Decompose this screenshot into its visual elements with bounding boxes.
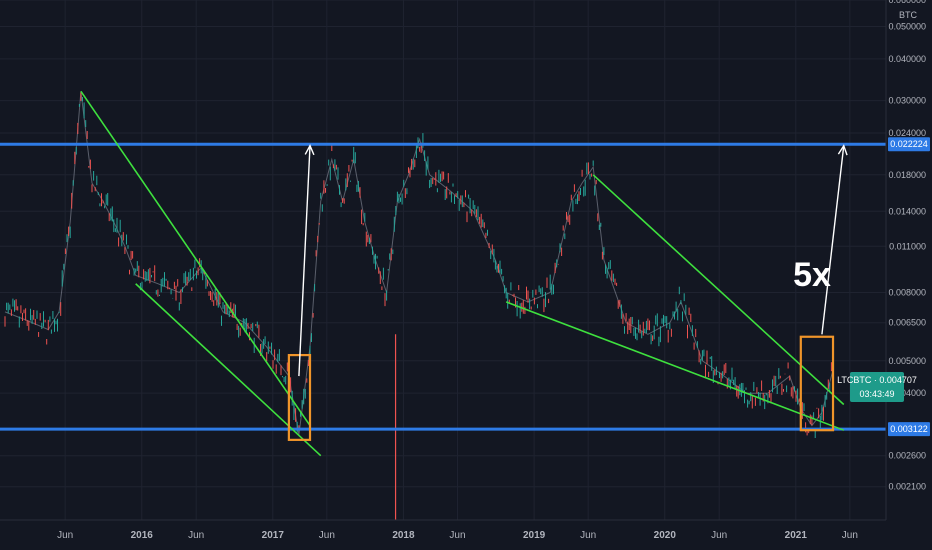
x-tick-label: Jun: [319, 530, 335, 541]
x-tick-label: 2018: [392, 530, 415, 541]
y-tick-label: 0.018000: [888, 170, 926, 180]
level-tag-bg: [888, 137, 930, 152]
y-tick-label: 0.006500: [888, 318, 926, 328]
x-tick-label: Jun: [57, 530, 73, 541]
x-tick-label: 2021: [785, 530, 808, 541]
horizontal-levels: [0, 142, 886, 431]
price-tag-timer: 03:43:49: [859, 389, 894, 399]
trendlines: [80, 90, 845, 457]
time-axis-background: [0, 520, 932, 550]
price-axis[interactable]: 0.060000 0.050000 0.040000 0.030000 0.024000…: [888, 0, 926, 492]
x-tick-label: Jun: [449, 530, 465, 541]
x-tick-label: Jun: [580, 530, 596, 541]
price-tag-label: LTCBTC · 0.004707: [837, 375, 917, 385]
currency-label: BTC: [899, 10, 918, 20]
y-tick-label: 0.002600: [888, 451, 926, 461]
arrow[interactable]: [821, 144, 848, 335]
arrows: [298, 144, 848, 377]
y-tick-label: 0.030000: [888, 96, 926, 106]
y-tick-label: 0.050000: [888, 21, 926, 31]
y-tick-label: 0.004000: [888, 388, 926, 398]
arrow[interactable]: [298, 144, 315, 377]
level-price-tags: 0.022224 0.003122: [888, 137, 930, 437]
trendline[interactable]: [592, 174, 845, 406]
price-axis-background: [886, 0, 932, 550]
y-tick-label: 0.011000: [889, 241, 926, 251]
trendline[interactable]: [505, 301, 845, 431]
price-tag-background: [850, 372, 904, 402]
x-tick-label: Jun: [188, 530, 204, 541]
current-price-tag: LTCBTC · 0.004707 03:43:49: [837, 372, 917, 402]
x-tick-label: 2017: [262, 530, 285, 541]
x-tick-label: 2020: [654, 530, 677, 541]
arrow-head: [304, 144, 315, 156]
price-line: [4, 91, 834, 435]
level-tag-bg: [888, 422, 930, 437]
time-axis[interactable]: Jun 2016 Jun 2017 Jun 2018 Jun 2019 Jun 2020 Jun 20…: [57, 530, 858, 541]
grid: [0, 0, 886, 520]
level-tag-label: 0.003122: [890, 424, 928, 434]
highlight-box[interactable]: [799, 335, 835, 432]
arrow-shaft: [298, 145, 311, 377]
y-tick-label: 0.002100: [888, 482, 926, 492]
y-tick-label: 0.060000: [888, 0, 926, 5]
x-tick-label: Jun: [711, 530, 727, 541]
boxes: [287, 335, 835, 441]
x-tick-label: 2016: [131, 530, 154, 541]
annotation-5x: 5x: [793, 256, 831, 294]
y-tick-label: 0.040000: [888, 54, 926, 64]
x-tick-label: 2019: [523, 530, 546, 541]
y-tick-label: 0.024000: [888, 128, 926, 138]
y-tick-label: 0.005000: [888, 356, 926, 366]
arrow-head: [837, 144, 848, 156]
y-tick-label: 0.008000: [888, 288, 926, 298]
arrow-shaft: [821, 145, 845, 335]
trendline[interactable]: [80, 90, 311, 427]
y-tick-label: 0.014000: [888, 206, 926, 216]
x-tick-label: Jun: [842, 530, 858, 541]
level-tag-label: 0.022224: [890, 139, 928, 149]
